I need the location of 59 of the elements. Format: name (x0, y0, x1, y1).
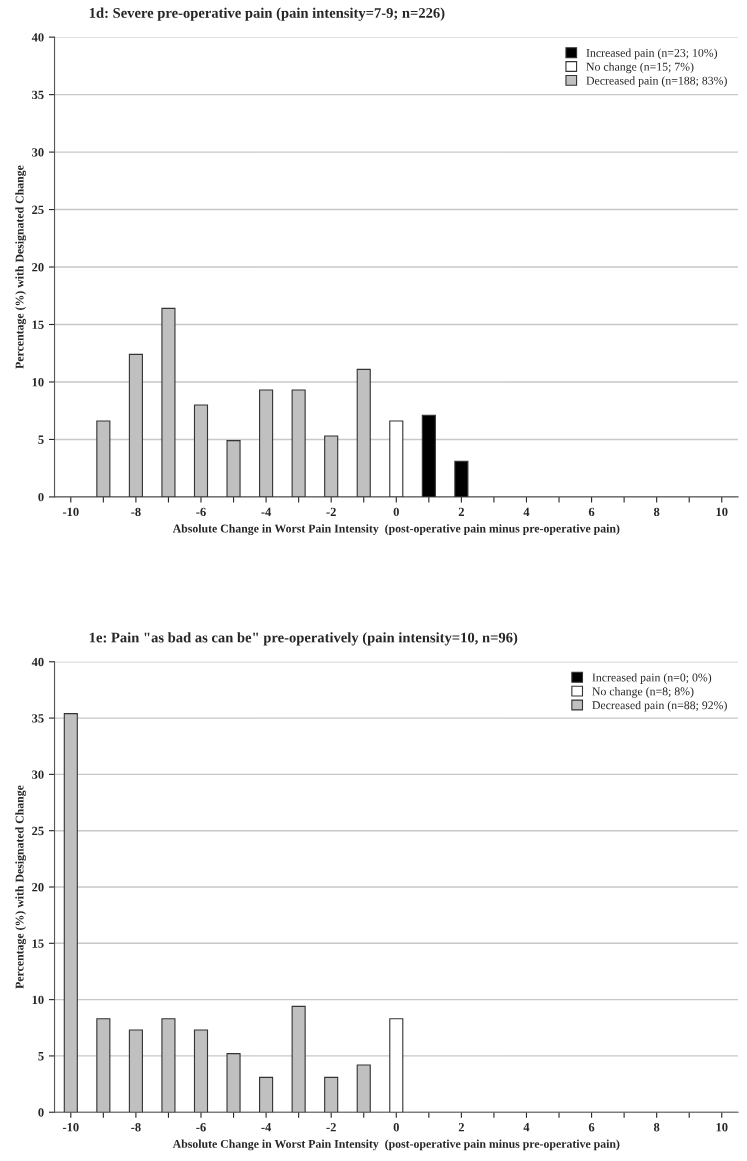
y-tick-label: 25 (32, 205, 44, 215)
y-tick-label: 35 (32, 714, 44, 723)
y-tick-label: 40 (31, 33, 44, 42)
chart-title: 1e: Pain "as bad as can be" pre-operatively (pain intensity=10, n=96) (89, 632, 518, 646)
x-tick-label: -8 (131, 1123, 141, 1132)
legend-label: Increased pain (n=0; 0%) (592, 673, 712, 684)
bar (421, 414, 436, 497)
bar (259, 1076, 274, 1113)
legend-label: No change (n=8; 8%) (592, 687, 694, 698)
x-tick-label: 8 (653, 507, 660, 517)
x-tick-label: 10 (716, 507, 728, 517)
x-tick-label: -10 (62, 1123, 79, 1132)
bar (356, 1064, 371, 1113)
x-tick-label: -2 (326, 507, 336, 516)
y-tick-label: 30 (32, 148, 44, 157)
x-tick-label: 2 (458, 507, 464, 516)
x-tick-label: -2 (326, 1123, 336, 1132)
bar (389, 1018, 404, 1113)
y-tick-label: 5 (38, 1052, 44, 1061)
x-tick-label: -4 (261, 507, 272, 516)
x-tick-label: 2 (458, 1123, 464, 1132)
y-tick-label: 25 (32, 826, 44, 836)
x-tick-label: 4 (523, 507, 530, 516)
y-tick-label: 30 (32, 770, 44, 779)
x-tick-label: -8 (131, 507, 141, 517)
chart-title: 1d: Severe pre-operative pain (pain intensity=7-9; n=226) (89, 7, 445, 21)
bar (324, 1076, 339, 1113)
y-tick-label: 10 (32, 377, 44, 387)
x-tick-label: 6 (588, 507, 595, 517)
y-tick-label: 0 (38, 492, 44, 502)
legend-label: No change (n=15; 7%) (586, 62, 694, 74)
x-tick-label: 6 (588, 1123, 595, 1132)
y-tick-label: 10 (32, 995, 44, 1005)
x-tick-label: -6 (196, 507, 206, 517)
legend-label: Increased pain (n=23; 10%) (586, 48, 718, 60)
y-axis-title: Percentage (%) with Designated Change (15, 165, 27, 369)
bar (389, 420, 404, 497)
y-tick-label: 15 (32, 320, 44, 329)
x-tick-label: 10 (716, 1123, 728, 1132)
x-tick-label: 0 (393, 1123, 399, 1132)
x-tick-label: -10 (62, 507, 79, 517)
x-tick-label: -6 (196, 1123, 206, 1132)
y-axis-title: Percentage (%) with Designated Change (15, 785, 27, 989)
y-tick-label: 20 (32, 883, 44, 892)
y-tick-label: 15 (32, 939, 44, 948)
x-tick-label: -4 (261, 1123, 272, 1132)
legend-label: Decreased pain (n=88; 92%) (592, 700, 727, 712)
x-tick-label: 4 (523, 1123, 530, 1132)
y-tick-label: 0 (38, 1108, 44, 1117)
x-tick-label: 0 (393, 507, 399, 517)
x-tick-label: 8 (653, 1123, 660, 1132)
y-tick-label: 35 (32, 90, 44, 100)
bar (454, 460, 469, 497)
y-tick-label: 20 (32, 263, 44, 272)
y-tick-label: 40 (31, 657, 44, 667)
x-axis-title: Absolute Change in Worst Pain Intensity (post-operative pain minus pre-operative pain) (172, 1139, 620, 1151)
x-axis-title: Absolute Change in Worst Pain Intensity (post-operative pain minus pre-operative pain) (172, 524, 620, 536)
y-tick-label: 5 (38, 435, 44, 444)
legend-label: Decreased pain (n=188; 83%) (586, 76, 727, 87)
